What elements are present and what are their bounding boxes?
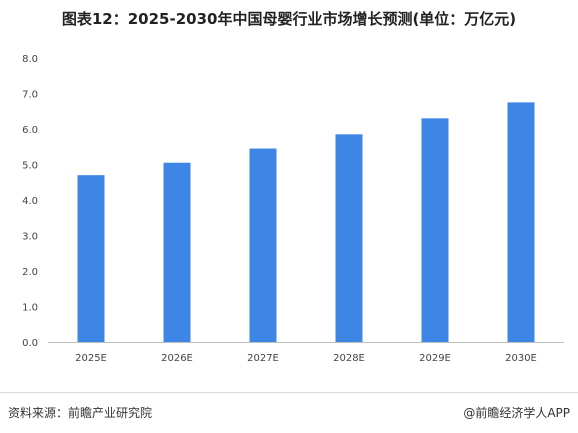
bar-2030E [507, 102, 535, 342]
x-tick-label: 2026E [161, 353, 193, 364]
x-tick-label: 2028E [333, 353, 365, 364]
y-tick-label: 1.0 [22, 303, 38, 314]
footer-divider [0, 392, 578, 393]
x-tick-label: 2025E [75, 353, 107, 364]
x-axis-ticks: 2025E 2026E 2027E 2028E 2029E 2030E [75, 353, 537, 364]
x-tick-label: 2027E [247, 353, 279, 364]
x-tick-label: 2030E [505, 353, 537, 364]
y-tick-label: 4.0 [22, 196, 38, 207]
y-tick-label: 5.0 [22, 161, 38, 172]
bar-2025E [77, 175, 105, 342]
chart-title: 图表12：2025-2030年中国母婴行业市场增长预测(单位：万亿元) [61, 10, 517, 28]
source-note: 资料来源：前瞻产业研究院 [8, 406, 153, 420]
bar-2028E [335, 134, 363, 342]
y-tick-label: 8.0 [22, 54, 38, 65]
bar-2026E [163, 162, 191, 342]
bar-2027E [249, 148, 277, 342]
bar-2029E [421, 118, 449, 342]
bar-chart: 0.01.02.03.04.05.06.07.08.0 2025E 2026E 20… [22, 54, 564, 364]
y-tick-label: 7.0 [22, 90, 38, 101]
y-tick-label: 2.0 [22, 267, 38, 278]
y-tick-label: 3.0 [22, 232, 38, 243]
y-tick-label: 6.0 [22, 125, 38, 136]
credit-note: @前瞻经济学人APP [463, 406, 570, 420]
y-axis-ticks: 0.0 1.0 2.0 3.0 4.0 5.0 6.0 7.0 8.0 [22, 54, 38, 349]
bars [77, 102, 535, 342]
y-tick-label: 0.0 [22, 338, 38, 349]
x-tick-label: 2029E [419, 353, 451, 364]
